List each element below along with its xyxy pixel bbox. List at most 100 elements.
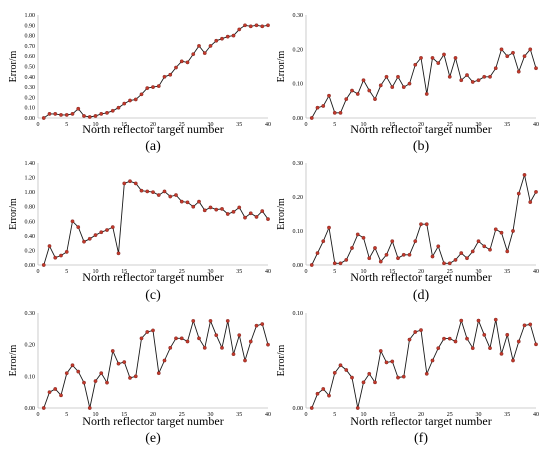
y-tick-label: 0.40 xyxy=(25,234,36,240)
data-point xyxy=(266,23,270,28)
data-point xyxy=(459,318,464,323)
data-point xyxy=(202,208,207,213)
data-point xyxy=(344,368,349,372)
x-axis-label: North reflector target number xyxy=(350,270,491,284)
data-point xyxy=(202,345,207,350)
x-tick-label: 25 xyxy=(447,122,453,128)
data-point xyxy=(162,189,167,194)
data-point xyxy=(470,346,475,350)
data-point xyxy=(76,225,81,229)
data-point xyxy=(516,191,521,196)
data-point xyxy=(105,228,109,232)
data-point xyxy=(64,113,69,117)
x-tick-label: 40 xyxy=(265,122,271,128)
data-point xyxy=(338,363,343,368)
data-point xyxy=(93,233,98,237)
data-point xyxy=(64,371,69,376)
data-point xyxy=(139,92,144,97)
chart-panel-4: 0 5 10 15 20 25 30 35 40 0.00 0.10 0.20 0.30 Error/m N… xyxy=(276,161,539,303)
data-point xyxy=(133,374,138,379)
data-point xyxy=(528,47,533,52)
data-point xyxy=(350,246,354,250)
data-point xyxy=(511,50,515,55)
data-point xyxy=(378,83,383,88)
data-point xyxy=(254,323,259,328)
data-point xyxy=(214,207,219,212)
series-line xyxy=(311,48,537,119)
series-line xyxy=(43,319,269,409)
x-tick-label: 40 xyxy=(533,122,539,128)
x-tick-label: 30 xyxy=(208,269,214,275)
data-point xyxy=(505,249,510,254)
data-point xyxy=(367,256,372,261)
data-point xyxy=(401,252,406,257)
data-point xyxy=(505,54,510,59)
data-point xyxy=(64,250,69,254)
data-point xyxy=(309,263,314,267)
data-point xyxy=(145,86,150,90)
data-point xyxy=(367,88,372,93)
data-point xyxy=(70,112,75,116)
data-point xyxy=(47,112,52,116)
data-point xyxy=(465,336,469,341)
data-point xyxy=(53,255,58,260)
data-point xyxy=(534,66,538,71)
y-tick-label: 0.10 xyxy=(293,82,304,88)
y-tick-label: 0.20 xyxy=(293,47,304,53)
data-point xyxy=(396,74,400,79)
data-point xyxy=(522,323,527,328)
data-point xyxy=(499,351,504,356)
data-point xyxy=(225,212,230,216)
data-point xyxy=(442,336,446,341)
y-axis-label: Error/m xyxy=(276,50,287,82)
data-point xyxy=(436,346,441,350)
y-tick-label: 0.30 xyxy=(293,13,304,19)
data-point xyxy=(384,360,389,365)
y-tick-label: 0.00 xyxy=(293,406,304,412)
data-point xyxy=(202,51,207,55)
x-tick-label: 10 xyxy=(93,269,99,275)
data-point xyxy=(511,229,515,233)
data-point xyxy=(522,173,527,177)
x-tick-label: 0 xyxy=(305,122,308,128)
data-point xyxy=(407,252,412,257)
series-line xyxy=(43,180,269,266)
x-tick-label: 30 xyxy=(476,269,482,275)
data-point xyxy=(122,181,127,186)
data-point xyxy=(361,78,366,83)
data-point xyxy=(128,376,132,380)
data-point xyxy=(243,215,247,220)
data-point xyxy=(174,336,178,341)
data-point xyxy=(453,56,458,60)
x-axis-label: North reflector target number xyxy=(82,414,223,428)
x-tick-label: 40 xyxy=(265,412,271,418)
x-tick-label: 40 xyxy=(265,269,271,275)
x-tick-label: 15 xyxy=(389,269,395,275)
data-point xyxy=(465,73,469,77)
panel-label: (d) xyxy=(413,288,430,303)
data-point xyxy=(499,230,504,235)
data-point xyxy=(168,194,173,199)
x-tick-label: 40 xyxy=(533,269,539,275)
data-point xyxy=(243,358,247,363)
data-point xyxy=(430,358,435,363)
data-point xyxy=(93,114,98,118)
data-point xyxy=(47,244,52,248)
y-axis-label: Error/m xyxy=(8,198,19,230)
data-point xyxy=(476,239,481,244)
x-tick-label: 20 xyxy=(418,122,424,128)
data-point xyxy=(151,328,155,333)
x-tick-label: 15 xyxy=(389,122,395,128)
data-point xyxy=(413,62,418,67)
y-tick-label: 0.20 xyxy=(25,248,36,254)
data-point xyxy=(162,74,167,79)
data-point xyxy=(156,193,161,197)
data-point xyxy=(384,252,389,257)
y-tick-label: 0.10 xyxy=(25,106,36,112)
y-tick-label: 0.60 xyxy=(25,54,36,60)
data-point xyxy=(110,349,115,353)
data-point xyxy=(373,246,377,250)
x-tick-label: 5 xyxy=(65,122,68,128)
data-point xyxy=(488,247,492,252)
